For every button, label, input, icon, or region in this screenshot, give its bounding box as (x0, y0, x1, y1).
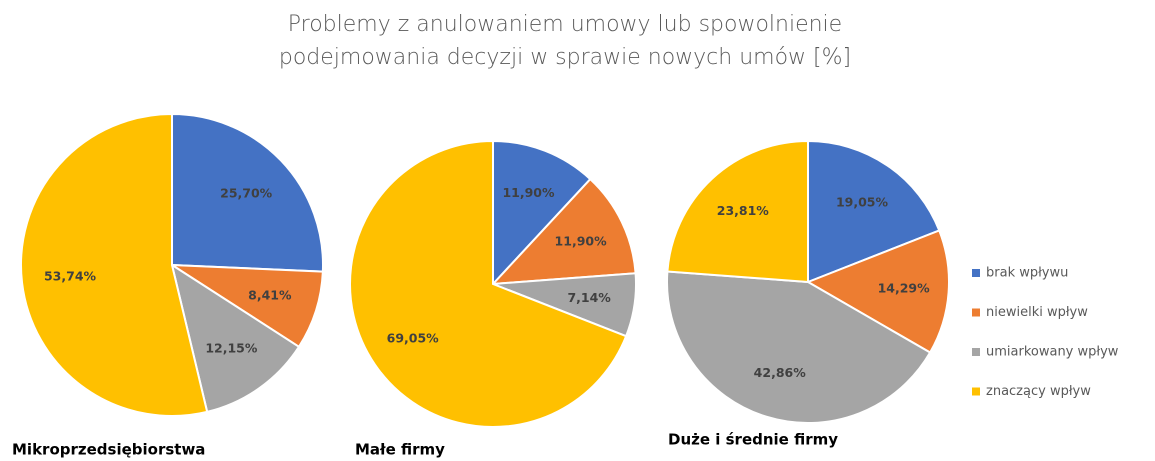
data-label: 11,90% (502, 185, 555, 200)
data-label: 23,81% (717, 203, 770, 218)
data-label: 14,29% (878, 281, 931, 296)
pie-title: Małe firmy (355, 441, 445, 459)
legend-label: znaczący wpływ (986, 384, 1091, 399)
legend-swatch (972, 269, 980, 277)
data-label: 8,41% (248, 288, 292, 303)
data-label: 25,70% (220, 186, 273, 201)
legend-swatch (972, 387, 980, 396)
data-label: 19,05% (836, 194, 889, 209)
data-label: 7,14% (567, 290, 611, 305)
legend-label: niewielki wpływ (986, 305, 1088, 320)
chart-title: Problemy z anulowaniem umowy lub spowoln… (278, 12, 852, 70)
pie-slice (171, 112, 324, 273)
data-label: 12,15% (205, 340, 258, 355)
legend-label: brak wpływu (986, 266, 1068, 281)
legend-label: umiarkowany wpływ (986, 345, 1119, 360)
legend-swatch (972, 348, 980, 356)
pie-title: Mikroprzedsiębiorstwa (12, 441, 205, 459)
data-label: 11,90% (555, 233, 608, 248)
pie-slice (492, 139, 592, 287)
pie-slice (807, 139, 941, 284)
pie-slice (490, 177, 637, 286)
pie-slice (805, 229, 950, 354)
pie-slice (20, 112, 209, 417)
legend-swatch (972, 308, 980, 317)
pie-title: Duże i średnie firmy (668, 431, 838, 449)
data-label: 42,86% (754, 365, 807, 380)
data-label: 53,74% (44, 269, 97, 284)
pie-slice (170, 262, 301, 414)
data-label: 69,05% (387, 330, 440, 345)
pie-slice (349, 139, 628, 428)
pie-slice (666, 270, 932, 424)
pie-slice (666, 139, 809, 284)
